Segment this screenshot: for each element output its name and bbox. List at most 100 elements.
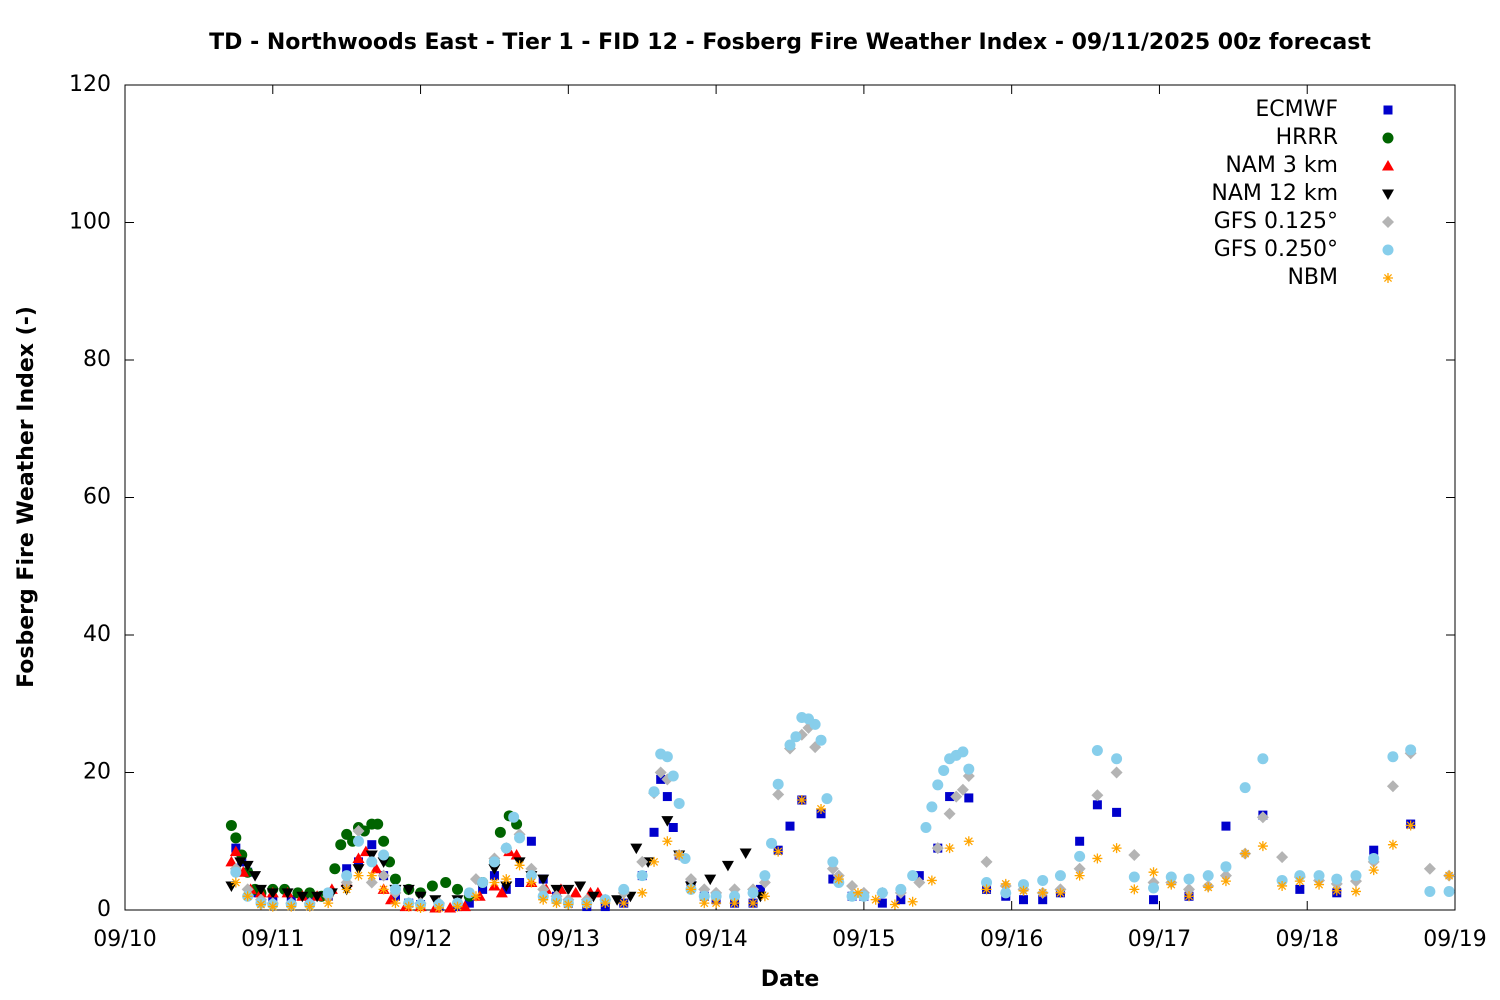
data-point xyxy=(230,832,242,844)
data-point xyxy=(1055,887,1066,898)
y-tick-label: 80 xyxy=(83,347,111,372)
data-point xyxy=(473,890,486,901)
data-point xyxy=(365,850,378,861)
data-point xyxy=(1368,865,1379,876)
data-point xyxy=(698,890,710,902)
data-point xyxy=(1350,886,1361,897)
data-point xyxy=(1387,751,1399,763)
data-point xyxy=(957,746,969,758)
x-tick-label: 09/14 xyxy=(684,927,747,952)
data-point xyxy=(403,901,414,912)
data-point xyxy=(372,818,384,830)
data-point xyxy=(1037,887,1048,898)
data-point xyxy=(828,874,838,884)
data-point xyxy=(1331,885,1342,896)
legend-label: NAM 12 km xyxy=(1211,181,1338,206)
data-point xyxy=(444,901,457,913)
data-point xyxy=(748,898,759,909)
data-point xyxy=(415,902,426,913)
data-point xyxy=(574,881,587,892)
legend-label: NBM xyxy=(1287,265,1338,290)
data-point xyxy=(772,778,784,790)
data-point xyxy=(225,819,237,831)
data-point xyxy=(367,840,377,850)
data-point xyxy=(944,843,955,854)
data-point xyxy=(1018,895,1028,905)
data-point xyxy=(637,887,648,898)
data-point xyxy=(1075,836,1085,846)
data-point xyxy=(296,891,309,903)
data-point xyxy=(255,899,266,910)
data-point xyxy=(846,879,859,892)
data-point xyxy=(366,870,377,881)
data-point xyxy=(1239,782,1251,794)
data-point xyxy=(907,896,918,907)
data-point xyxy=(304,901,315,912)
data-point xyxy=(1111,753,1123,765)
data-point xyxy=(821,793,833,805)
data-point xyxy=(335,839,347,851)
y-tick-label: 120 xyxy=(69,72,111,97)
data-point xyxy=(537,874,550,886)
data-point xyxy=(649,827,659,837)
data-point xyxy=(1443,885,1455,897)
data-point xyxy=(684,873,697,886)
data-point xyxy=(1444,870,1455,881)
data-point xyxy=(526,877,537,888)
data-point xyxy=(661,816,674,827)
data-point xyxy=(858,890,870,902)
data-point xyxy=(378,884,389,895)
data-point xyxy=(846,890,858,902)
data-point xyxy=(796,795,807,805)
data-point xyxy=(311,891,324,903)
data-point xyxy=(889,899,900,910)
data-point xyxy=(1054,870,1066,882)
data-point xyxy=(1295,884,1305,894)
legend-marker xyxy=(1383,273,1393,283)
data-point xyxy=(943,807,956,820)
legend-marker xyxy=(1382,244,1394,256)
data-point xyxy=(1018,885,1029,896)
data-point xyxy=(341,884,352,895)
data-point xyxy=(563,899,574,910)
data-point xyxy=(1092,853,1103,864)
data-point xyxy=(662,836,673,847)
data-point xyxy=(1074,850,1086,862)
data-point xyxy=(773,846,784,857)
data-point xyxy=(950,790,963,803)
data-point xyxy=(267,901,278,912)
data-point xyxy=(729,890,741,902)
data-point xyxy=(1184,891,1194,902)
data-point xyxy=(525,870,537,882)
data-point xyxy=(352,824,365,837)
data-point xyxy=(1149,895,1159,905)
data-point xyxy=(452,883,463,895)
data-point xyxy=(1111,843,1122,854)
data-point xyxy=(667,770,679,782)
data-point xyxy=(225,855,238,867)
data-point xyxy=(550,884,563,896)
legend-marker xyxy=(1382,160,1394,171)
data-point xyxy=(980,855,993,868)
x-tick-label: 09/18 xyxy=(1276,927,1339,952)
data-point xyxy=(1257,753,1269,765)
data-point xyxy=(721,860,734,872)
data-point xyxy=(1129,884,1140,895)
data-point xyxy=(636,870,648,882)
data-point xyxy=(711,898,722,909)
data-point xyxy=(426,880,438,892)
data-point xyxy=(876,887,888,899)
data-point xyxy=(685,884,696,895)
data-point xyxy=(526,836,536,846)
x-tick-label: 09/13 xyxy=(537,927,600,952)
data-point xyxy=(827,856,839,868)
data-point xyxy=(926,875,937,886)
data-point xyxy=(1128,849,1141,861)
y-axis-label: Fosberg Fire Weather Index (-) xyxy=(14,306,39,688)
data-point xyxy=(1221,821,1231,831)
data-point xyxy=(1038,895,1048,905)
data-point xyxy=(1148,867,1159,878)
x-tick-label: 09/15 xyxy=(832,927,895,952)
data-point xyxy=(1220,861,1232,873)
y-tick-label: 0 xyxy=(97,897,111,922)
